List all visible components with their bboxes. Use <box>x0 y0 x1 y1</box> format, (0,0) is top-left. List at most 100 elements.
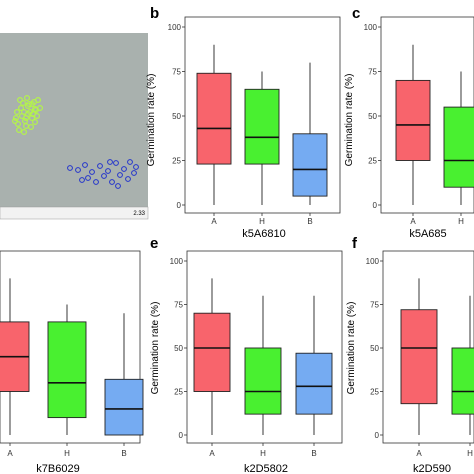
y-axis-label-e: Germination rate (%) <box>150 302 161 395</box>
scatter-corner-value: 2.33 <box>133 211 145 217</box>
scatter-point-blue <box>127 159 133 165</box>
panel-border <box>186 250 343 444</box>
scatter-point-green <box>31 118 38 125</box>
y-tick-label: 0 <box>179 431 184 440</box>
y-axis-label-c: Germination rate (%) <box>344 74 355 167</box>
x-tick-label: H <box>260 449 266 458</box>
x-axis-label-f: k2D590 <box>413 463 451 474</box>
scatter-point-green <box>23 114 30 121</box>
scatter-point-green <box>16 126 23 133</box>
scatter-point-green <box>12 117 19 124</box>
box-H <box>443 106 474 188</box>
x-tick-label: B <box>311 449 316 458</box>
scatter-point-blue <box>113 160 119 166</box>
panel-border <box>0 250 141 444</box>
scatter-point-green <box>29 100 36 107</box>
box-A <box>196 72 232 165</box>
y-tick-label: 75 <box>370 301 379 310</box>
boxplot-panel-c: c Germination rate (%) k5A685 0 25 50 75 100… <box>344 5 474 240</box>
x-tick-label: A <box>209 449 215 458</box>
scatter-point-green <box>17 96 24 103</box>
boxplot-panel-d: k7B6029 A H B <box>0 250 144 474</box>
scatter-point-blue <box>125 176 131 182</box>
scatter-panel: 2.33 <box>0 33 149 220</box>
scatter-point-green <box>24 94 31 101</box>
x-axis-label-b: k5A6810 <box>242 228 285 240</box>
panel-label-e: e <box>150 235 158 252</box>
y-tick-label: 100 <box>364 23 378 32</box>
scatter-point-blue <box>67 165 73 171</box>
scatter-point-green <box>22 117 29 124</box>
y-tick-label: 25 <box>172 157 181 166</box>
x-tick-label: H <box>64 449 70 458</box>
x-tick-label: H <box>467 449 473 458</box>
scatter-point-blue <box>97 163 103 169</box>
y-tick-label: 50 <box>368 112 377 121</box>
scatter-point-blue <box>79 177 85 183</box>
scatter-point-green <box>26 100 33 107</box>
box-H <box>47 321 87 419</box>
scatter-point-blue <box>115 183 121 189</box>
box-H <box>244 347 282 415</box>
scatter-point-blue <box>131 170 137 176</box>
x-tick-label: A <box>410 217 416 226</box>
box-B <box>295 352 333 415</box>
boxplot-panel-b: b Germination rate (%) k5A6810 0 25 50 75 10… <box>146 5 341 240</box>
x-axis-label-c: k5A685 <box>409 228 446 240</box>
scatter-point-green <box>18 104 25 111</box>
y-tick-label: 25 <box>370 388 379 397</box>
scatter-point-blue <box>107 159 113 165</box>
scatter-point-blue <box>82 162 88 168</box>
scatter-point-green <box>33 112 40 119</box>
scatter-point-blue <box>85 175 91 181</box>
y-tick-label: 50 <box>370 344 379 353</box>
boxplot-panel-e: e Germination rate (%) k2D5802 0 25 50 75 10… <box>150 235 343 474</box>
scatter-point-blue <box>101 173 107 179</box>
x-tick-label: A <box>7 449 13 458</box>
scatter-point-blue <box>121 166 127 172</box>
scatter-point-blue <box>75 167 81 173</box>
panel-border <box>382 250 474 444</box>
panel-label-c: c <box>352 5 360 22</box>
x-tick-label: H <box>259 217 265 226</box>
scatter-point-blue <box>89 169 95 175</box>
scatter-point-green <box>28 123 35 130</box>
scatter-point-green <box>21 129 28 136</box>
x-tick-label: B <box>307 217 312 226</box>
scatter-point-blue <box>93 179 99 185</box>
scatter-bottom-strip <box>0 206 149 220</box>
box-A <box>400 309 438 405</box>
scatter-point-blue <box>117 172 123 178</box>
y-tick-label: 0 <box>373 201 378 210</box>
x-tick-label: A <box>211 217 217 226</box>
y-tick-label: 50 <box>174 344 183 353</box>
y-axis-label-b: Germination rate (%) <box>146 74 157 167</box>
y-tick-label: 50 <box>172 112 181 121</box>
scatter-point-blue <box>109 179 115 185</box>
x-axis-label-e: k2D5802 <box>244 463 288 474</box>
box-A <box>193 312 231 392</box>
y-tick-label: 75 <box>368 68 377 77</box>
y-tick-label: 100 <box>366 257 380 266</box>
x-tick-label: A <box>416 449 422 458</box>
x-tick-label: H <box>458 217 464 226</box>
scatter-point-blue <box>133 164 139 170</box>
scatter-background <box>0 33 148 217</box>
scatter-point-green <box>15 120 22 127</box>
y-tick-label: 100 <box>168 23 182 32</box>
scatter-point-green <box>20 99 27 106</box>
x-tick-label: B <box>121 449 126 458</box>
y-tick-label: 0 <box>177 201 182 210</box>
panel-border <box>184 16 341 214</box>
scatter-point-green <box>14 108 21 115</box>
box-H <box>451 347 474 415</box>
panel-label-f: f <box>352 235 358 252</box>
y-tick-label: 25 <box>174 388 183 397</box>
y-tick-label: 0 <box>375 431 380 440</box>
panel-label-b: b <box>150 5 159 22</box>
box-A <box>395 79 431 161</box>
box-B <box>292 133 328 197</box>
scatter-point-green <box>34 96 41 103</box>
y-tick-label: 25 <box>368 157 377 166</box>
